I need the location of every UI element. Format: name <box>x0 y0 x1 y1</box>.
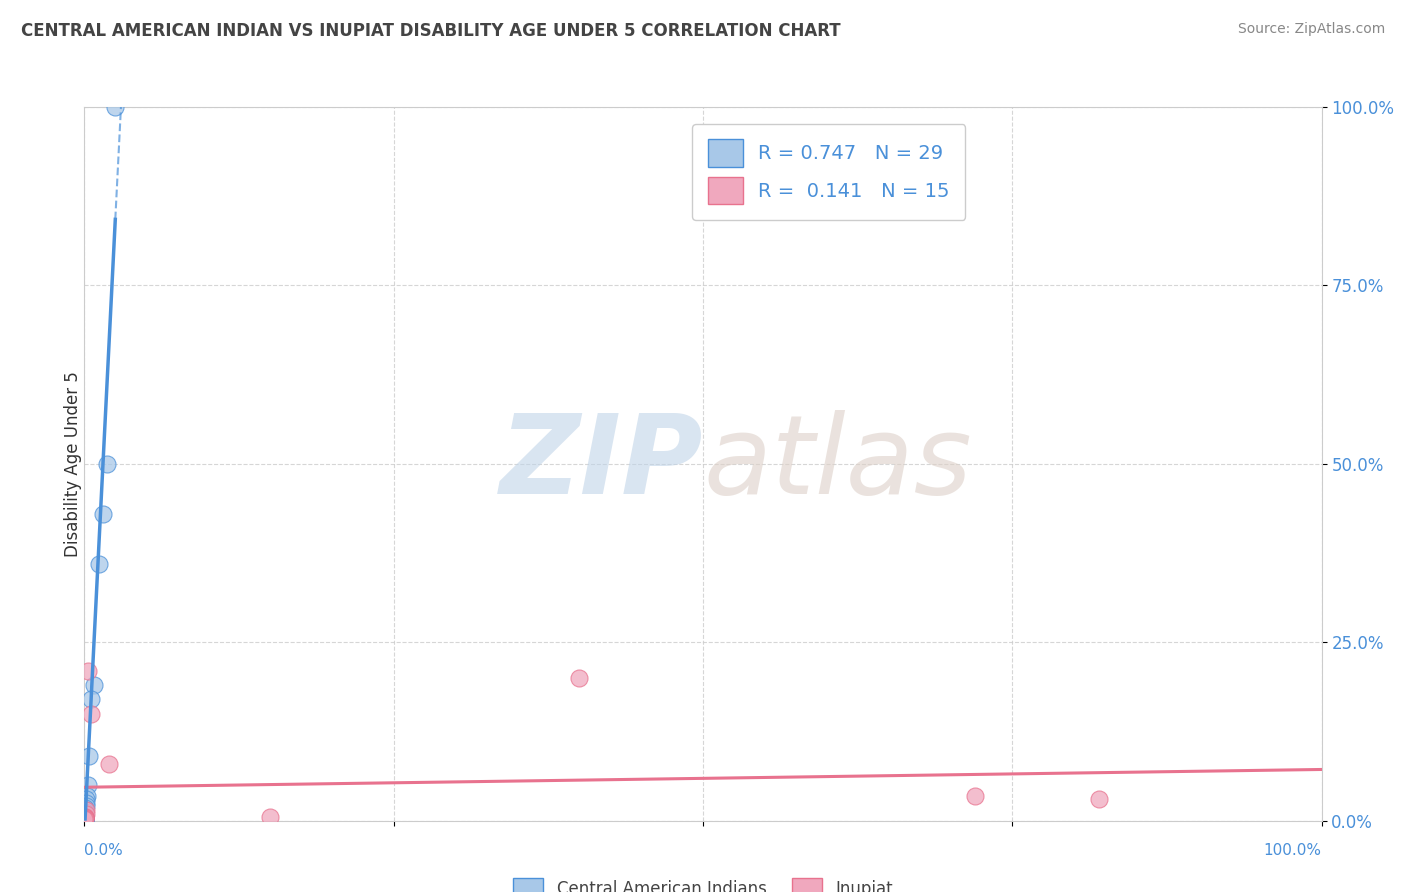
Point <box>83 678 105 692</box>
Point <box>98 756 121 771</box>
Text: 0.0%: 0.0% <box>84 843 124 858</box>
Y-axis label: Disability Age Under 5: Disability Age Under 5 <box>65 371 82 557</box>
Point <box>73 805 96 819</box>
Point <box>75 796 97 810</box>
Point <box>77 778 100 792</box>
Text: ZIP: ZIP <box>499 410 703 517</box>
Point <box>76 789 98 803</box>
Point <box>79 749 101 764</box>
Point <box>259 810 281 824</box>
Point <box>73 812 96 826</box>
Point <box>568 671 591 685</box>
Point <box>75 803 97 817</box>
Point <box>73 813 96 827</box>
Point <box>73 812 96 826</box>
Point <box>73 813 96 827</box>
Text: atlas: atlas <box>703 410 972 517</box>
Point <box>73 813 96 827</box>
Point <box>73 809 96 823</box>
Point <box>73 812 96 826</box>
Point <box>73 808 96 822</box>
Point <box>75 801 97 815</box>
Point <box>79 692 101 706</box>
Point <box>77 664 100 678</box>
Point <box>73 812 96 826</box>
Point <box>75 810 97 824</box>
Point <box>73 813 96 827</box>
Point <box>96 457 118 471</box>
Point <box>73 806 96 821</box>
Point <box>91 507 114 521</box>
Point <box>89 557 111 571</box>
Point <box>1088 792 1111 806</box>
Point <box>73 812 96 826</box>
Point <box>73 810 96 824</box>
Point <box>79 706 101 721</box>
Point <box>73 810 96 824</box>
Text: Source: ZipAtlas.com: Source: ZipAtlas.com <box>1237 22 1385 37</box>
Point <box>965 789 987 803</box>
Point <box>73 811 96 825</box>
Point <box>73 812 96 826</box>
Point <box>75 803 97 817</box>
Point <box>104 100 127 114</box>
Legend: Central American Indians, Inupiat: Central American Indians, Inupiat <box>506 871 900 892</box>
Point <box>75 806 97 821</box>
Text: 100.0%: 100.0% <box>1264 843 1322 858</box>
Text: CENTRAL AMERICAN INDIAN VS INUPIAT DISABILITY AGE UNDER 5 CORRELATION CHART: CENTRAL AMERICAN INDIAN VS INUPIAT DISAB… <box>21 22 841 40</box>
Point <box>75 792 97 806</box>
Point <box>73 813 96 827</box>
Point <box>73 812 96 826</box>
Point <box>73 812 96 826</box>
Point <box>75 799 97 814</box>
